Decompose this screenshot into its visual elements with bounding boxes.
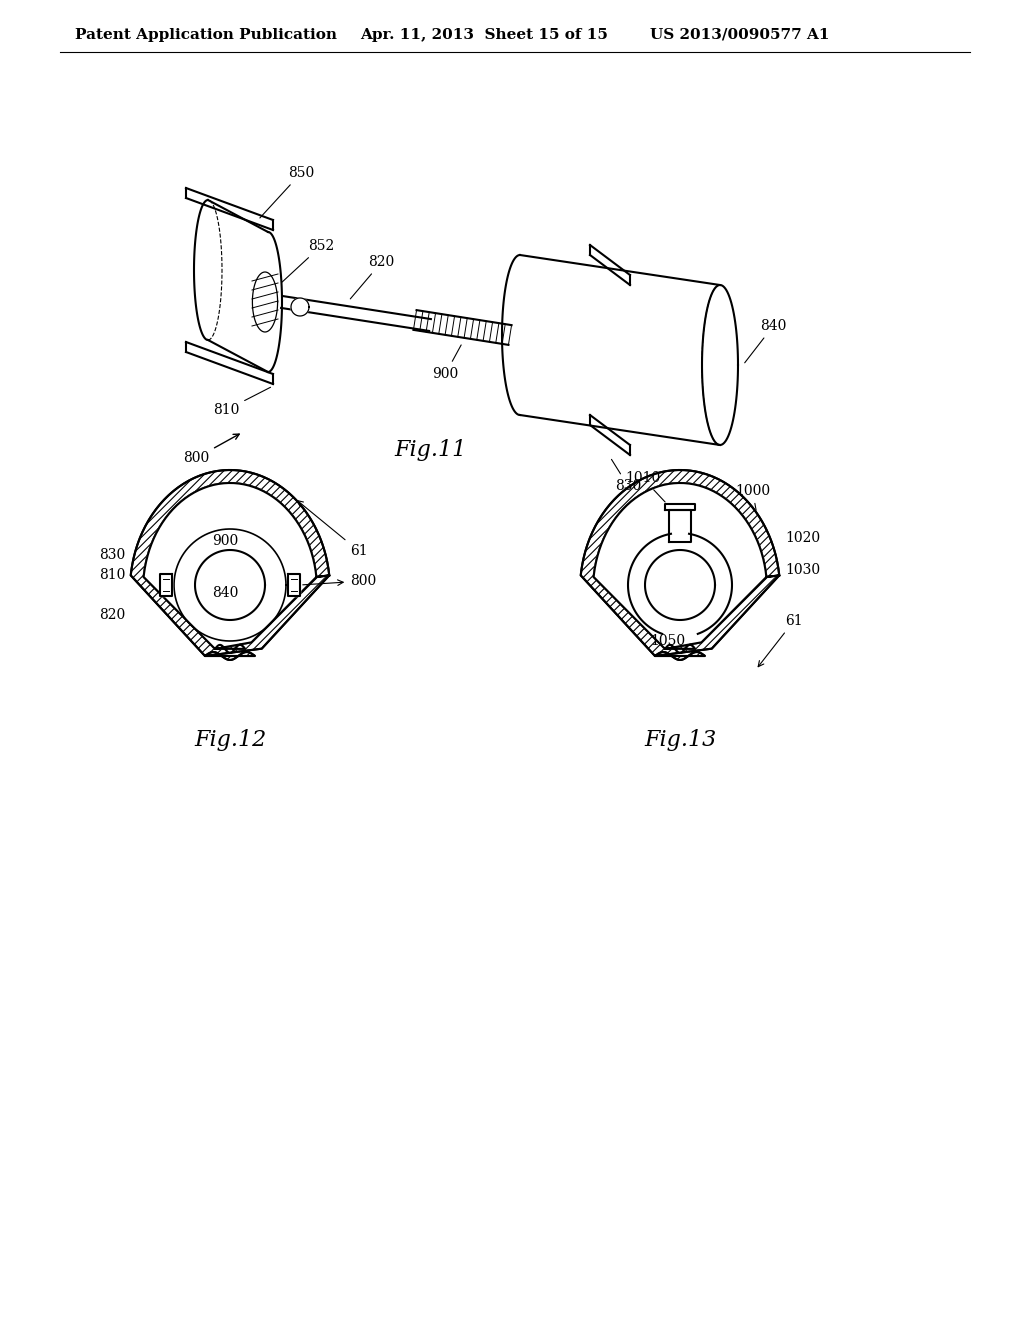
Text: 820: 820 xyxy=(350,255,394,298)
Text: 900: 900 xyxy=(432,345,461,380)
Polygon shape xyxy=(645,550,715,620)
Polygon shape xyxy=(669,510,691,543)
Text: 1050: 1050 xyxy=(650,634,685,648)
Text: 840: 840 xyxy=(212,586,239,601)
Polygon shape xyxy=(160,574,172,597)
Polygon shape xyxy=(291,298,309,315)
Polygon shape xyxy=(131,470,330,660)
Polygon shape xyxy=(143,483,316,653)
Text: 800: 800 xyxy=(303,574,376,587)
Text: 850: 850 xyxy=(260,166,314,218)
Text: 900: 900 xyxy=(212,535,239,548)
Polygon shape xyxy=(581,470,779,660)
Polygon shape xyxy=(581,470,779,660)
Text: 1000: 1000 xyxy=(735,484,770,510)
Polygon shape xyxy=(665,504,695,510)
Text: 810: 810 xyxy=(98,568,125,582)
Polygon shape xyxy=(195,550,265,620)
Text: 852: 852 xyxy=(282,239,334,282)
Text: 840: 840 xyxy=(744,319,786,363)
Polygon shape xyxy=(594,483,766,653)
Polygon shape xyxy=(520,255,720,445)
Text: Apr. 11, 2013  Sheet 15 of 15: Apr. 11, 2013 Sheet 15 of 15 xyxy=(360,28,608,42)
Text: 810: 810 xyxy=(213,387,270,417)
Text: Fig.13: Fig.13 xyxy=(644,729,716,751)
Text: 830: 830 xyxy=(611,459,641,492)
Text: 61: 61 xyxy=(758,614,803,667)
Polygon shape xyxy=(131,470,330,660)
Text: 820: 820 xyxy=(98,609,125,622)
Text: 1030: 1030 xyxy=(785,564,820,577)
Text: 1010: 1010 xyxy=(625,471,666,502)
Text: 830: 830 xyxy=(98,548,125,562)
Text: 61: 61 xyxy=(297,500,368,558)
Text: Fig.12: Fig.12 xyxy=(194,729,266,751)
Text: US 2013/0090577 A1: US 2013/0090577 A1 xyxy=(650,28,829,42)
Polygon shape xyxy=(702,285,738,445)
Text: 800: 800 xyxy=(183,434,240,465)
Text: Patent Application Publication: Patent Application Publication xyxy=(75,28,337,42)
Text: Fig.11: Fig.11 xyxy=(394,440,466,461)
Polygon shape xyxy=(288,574,300,597)
Text: 1020: 1020 xyxy=(785,531,820,545)
